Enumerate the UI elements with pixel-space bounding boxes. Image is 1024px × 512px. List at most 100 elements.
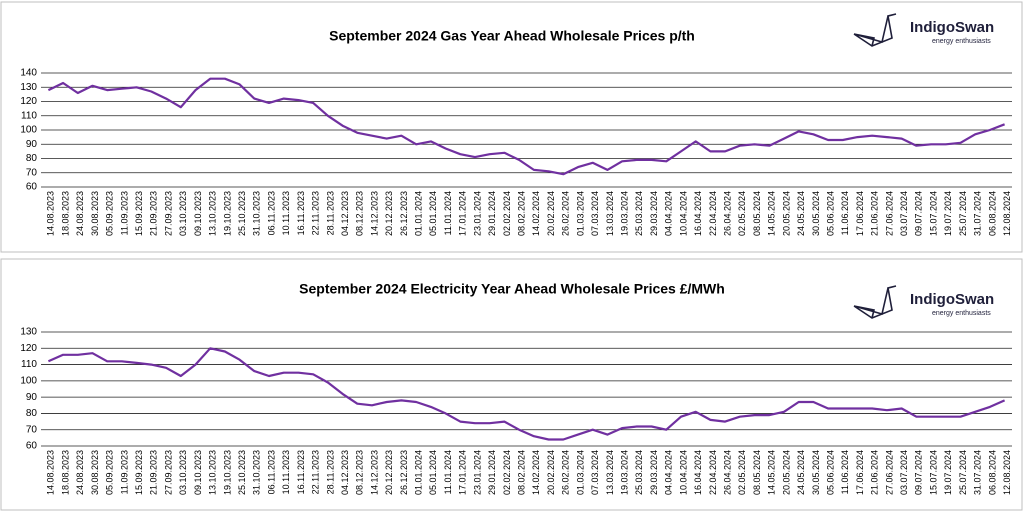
x-tick-label: 03.10.2023	[178, 450, 188, 495]
x-tick-label: 25.10.2023	[237, 450, 247, 495]
x-tick-label: 17.06.2024	[855, 191, 865, 236]
x-tick-label: 27.06.2024	[884, 450, 894, 495]
x-tick-label: 11.06.2024	[840, 191, 850, 235]
x-tick-label: 24.08.2023	[75, 450, 85, 495]
x-tick-label: 02.05.2024	[737, 191, 747, 236]
x-tick-label: 05.09.2023	[105, 450, 115, 495]
x-tick-label: 03.10.2023	[178, 191, 188, 236]
x-tick-label: 16.04.2024	[693, 191, 703, 236]
x-tick-label: 19.10.2023	[222, 450, 232, 495]
x-tick-label: 19.03.2024	[620, 450, 630, 495]
x-tick-label: 24.05.2024	[796, 191, 806, 236]
x-tick-label: 14.02.2024	[531, 450, 541, 495]
x-tick-label: 14.05.2024	[767, 450, 777, 495]
x-tick-label: 17.06.2024	[855, 450, 865, 495]
logo-icon	[853, 13, 897, 47]
panel	[0, 1, 1023, 253]
x-tick-label: 15.09.2023	[134, 191, 144, 236]
x-tick-label: 26.02.2024	[561, 450, 571, 495]
y-tick-label: 80	[26, 408, 38, 419]
x-tick-label: 19.07.2024	[943, 191, 953, 236]
x-tick-label: 14.08.2023	[46, 191, 56, 236]
x-tick-label: 08.02.2024	[517, 450, 527, 495]
price-line	[47, 347, 1006, 441]
logo-name: IndigoSwan	[910, 19, 994, 36]
y-tick-label: 60	[26, 182, 38, 193]
x-tick-label: 02.02.2024	[502, 450, 512, 495]
y-tick-label: 80	[26, 153, 38, 164]
x-tick-label: 27.09.2023	[163, 191, 173, 236]
x-tick-label: 07.03.2024	[590, 191, 600, 236]
x-tick-label: 01.03.2024	[575, 191, 585, 236]
x-tick-label: 27.06.2024	[884, 191, 894, 236]
x-tick-label: 20.05.2024	[781, 191, 791, 236]
x-tick-label: 03.07.2024	[899, 191, 909, 236]
x-tick-label: 22.04.2024	[708, 450, 718, 495]
x-tick-label: 25.03.2024	[634, 450, 644, 495]
x-tick-label: 30.05.2024	[811, 450, 821, 495]
x-tick-label: 04.04.2024	[664, 191, 674, 236]
y-tick-label: 130	[20, 327, 37, 338]
x-tick-label: 23.01.2024	[472, 450, 482, 495]
x-tick-label: 18.08.2023	[60, 191, 70, 236]
x-tick-label: 20.02.2024	[546, 191, 556, 236]
x-tick-label: 13.10.2023	[208, 191, 218, 236]
x-tick-label: 13.03.2024	[605, 191, 615, 236]
x-tick-label: 13.10.2023	[208, 450, 218, 495]
x-tick-label: 04.12.2023	[340, 450, 350, 495]
x-tick-label: 23.01.2024	[472, 191, 482, 236]
y-tick-label: 130	[20, 82, 37, 93]
x-tick-label: 16.11.2023	[296, 450, 306, 494]
x-tick-label: 12.08.2024	[1002, 191, 1012, 236]
logo: IndigoSwan energy enthusiasts	[853, 285, 994, 319]
x-tick-label: 14.08.2023	[46, 450, 56, 495]
x-tick-label: 24.08.2023	[75, 191, 85, 236]
x-tick-label: 26.02.2024	[561, 191, 571, 236]
x-tick-label: 05.01.2024	[428, 191, 438, 236]
x-tick-label: 20.02.2024	[546, 450, 556, 495]
logo-icon	[853, 285, 897, 319]
y-tick-label: 60	[26, 441, 38, 452]
x-tick-label: 10.11.2023	[281, 191, 291, 235]
y-tick-label: 100	[20, 375, 37, 386]
x-tick-label: 30.08.2023	[90, 191, 100, 236]
x-tick-label: 11.01.2024	[443, 450, 453, 494]
x-tick-label: 09.10.2023	[193, 191, 203, 236]
x-tick-label: 19.03.2024	[620, 191, 630, 236]
y-tick-label: 100	[20, 125, 37, 136]
x-tick-label: 03.07.2024	[899, 450, 909, 495]
x-tick-label: 10.04.2024	[678, 191, 688, 236]
y-tick-label: 120	[20, 343, 37, 354]
logo-name: IndigoSwan	[910, 291, 994, 308]
price-line	[47, 77, 1005, 176]
x-tick-label: 16.11.2023	[296, 191, 306, 235]
x-tick-label: 04.04.2024	[664, 450, 674, 495]
x-tick-label: 22.11.2023	[311, 191, 321, 235]
x-tick-label: 09.10.2023	[193, 450, 203, 495]
x-tick-label: 02.05.2024	[737, 450, 747, 495]
x-tick-label: 19.07.2024	[943, 450, 953, 495]
x-tick-label: 19.10.2023	[222, 191, 232, 236]
x-tick-label: 06.08.2024	[987, 191, 997, 236]
x-tick-label: 13.03.2024	[605, 450, 615, 495]
x-tick-label: 16.04.2024	[693, 450, 703, 495]
x-tick-label: 05.06.2024	[825, 450, 835, 495]
logo-tagline: energy enthusiasts	[932, 310, 991, 317]
x-tick-label: 17.01.2024	[458, 191, 468, 236]
x-tick-label: 06.11.2023	[266, 450, 276, 494]
x-tick-label: 09.07.2024	[914, 191, 924, 236]
x-tick-label: 05.01.2024	[428, 450, 438, 495]
y-tick-label: 90	[26, 139, 38, 150]
x-tick-label: 22.11.2023	[311, 450, 321, 494]
x-tick-label: 09.07.2024	[914, 450, 924, 495]
x-tick-label: 02.02.2024	[502, 191, 512, 236]
logo-tagline: energy enthusiasts	[932, 38, 991, 45]
x-tick-label: 26.12.2023	[399, 450, 409, 495]
x-tick-label: 25.03.2024	[634, 191, 644, 236]
x-tick-label: 18.08.2023	[60, 450, 70, 495]
x-tick-label: 07.03.2024	[590, 450, 600, 495]
x-tick-label: 20.12.2023	[384, 450, 394, 495]
x-tick-label: 29.03.2024	[649, 450, 659, 495]
x-tick-label: 10.11.2023	[281, 450, 291, 494]
